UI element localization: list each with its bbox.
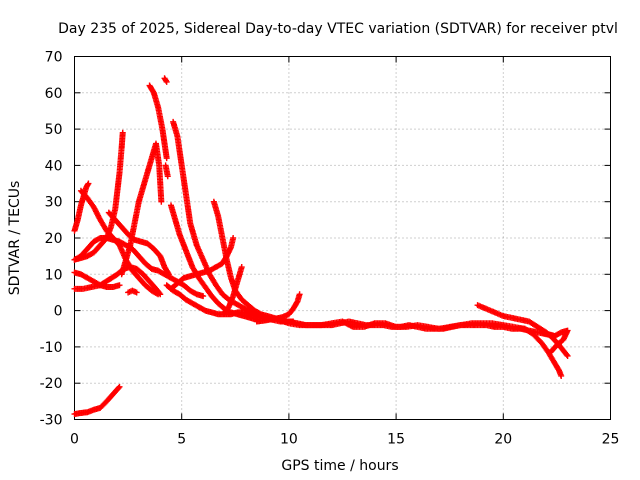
data-point: [157, 291, 164, 298]
y-tick-label: 70: [45, 50, 63, 66]
chart-title: Day 235 of 2025, Sidereal Day-to-day VTE…: [58, 21, 618, 37]
series-arc-g: [105, 209, 172, 278]
series-arc-m: [170, 118, 265, 320]
y-tick-label: -10: [40, 340, 63, 356]
data-point: [558, 372, 565, 379]
y-axis-label: SDTVAR / TECUs: [7, 181, 23, 296]
y-tick-label: 20: [45, 231, 63, 247]
series-arc-w: [521, 325, 565, 379]
data-point: [84, 181, 91, 188]
y-tick-label: 10: [45, 267, 63, 283]
y-tick-label: 0: [54, 304, 63, 320]
data-point: [163, 78, 170, 85]
data-point: [116, 383, 123, 390]
data-point: [563, 351, 570, 358]
x-tick-label: 0: [70, 432, 79, 448]
data-point: [133, 289, 140, 296]
axis-ticks: [74, 56, 611, 420]
series-arc-k: [161, 75, 170, 85]
series-arc-low-negative: [71, 383, 123, 418]
series-arc-j: [146, 82, 170, 162]
y-tick-label: 40: [45, 158, 63, 174]
data-point: [165, 271, 172, 278]
series-arc-n: [167, 202, 260, 323]
data-point: [230, 235, 237, 241]
data-point: [162, 77, 169, 84]
series-arc-r: [221, 264, 245, 316]
x-tick-labels: 0 5 10 15 20 25: [70, 432, 619, 448]
data-point: [163, 155, 170, 162]
series-arc-p: [163, 282, 267, 321]
series-arc-x: [538, 327, 571, 356]
data-point: [547, 349, 554, 356]
x-tick-label: 25: [602, 432, 620, 448]
y-tick-label: 30: [45, 195, 63, 211]
x-axis-label: GPS time / hours: [281, 458, 398, 474]
data-point: [119, 129, 126, 136]
data-point: [116, 282, 123, 289]
data-point: [296, 291, 303, 298]
data-point: [564, 352, 571, 359]
data-point: [85, 180, 92, 187]
data-marks: [71, 75, 571, 418]
series-arc-i: [125, 287, 140, 296]
x-tick-label: 15: [387, 432, 405, 448]
y-tick-label: -20: [40, 376, 63, 392]
data-point: [222, 308, 229, 315]
y-tick-label: -30: [40, 413, 63, 429]
y-tick-labels: -30 -20 -10 0 10 20 30 40 50 60 70: [40, 50, 63, 429]
data-point: [164, 173, 171, 180]
data-point: [115, 384, 122, 391]
x-tick-label: 5: [177, 432, 186, 448]
series-arc-v: [474, 302, 571, 359]
data-point: [156, 290, 163, 297]
data-point: [158, 198, 165, 205]
y-tick-label: 60: [45, 86, 63, 102]
grid-lines: [74, 56, 611, 420]
series-arc-l: [162, 162, 171, 180]
series-arc-h: [118, 140, 165, 278]
data-point: [200, 293, 207, 300]
y-tick-label: 50: [45, 122, 63, 138]
series-arc-d: [71, 269, 123, 291]
data-point: [165, 270, 172, 277]
data-point: [221, 309, 228, 316]
x-tick-label: 20: [494, 432, 512, 448]
x-tick-label: 10: [280, 432, 298, 448]
data-point: [548, 348, 555, 355]
